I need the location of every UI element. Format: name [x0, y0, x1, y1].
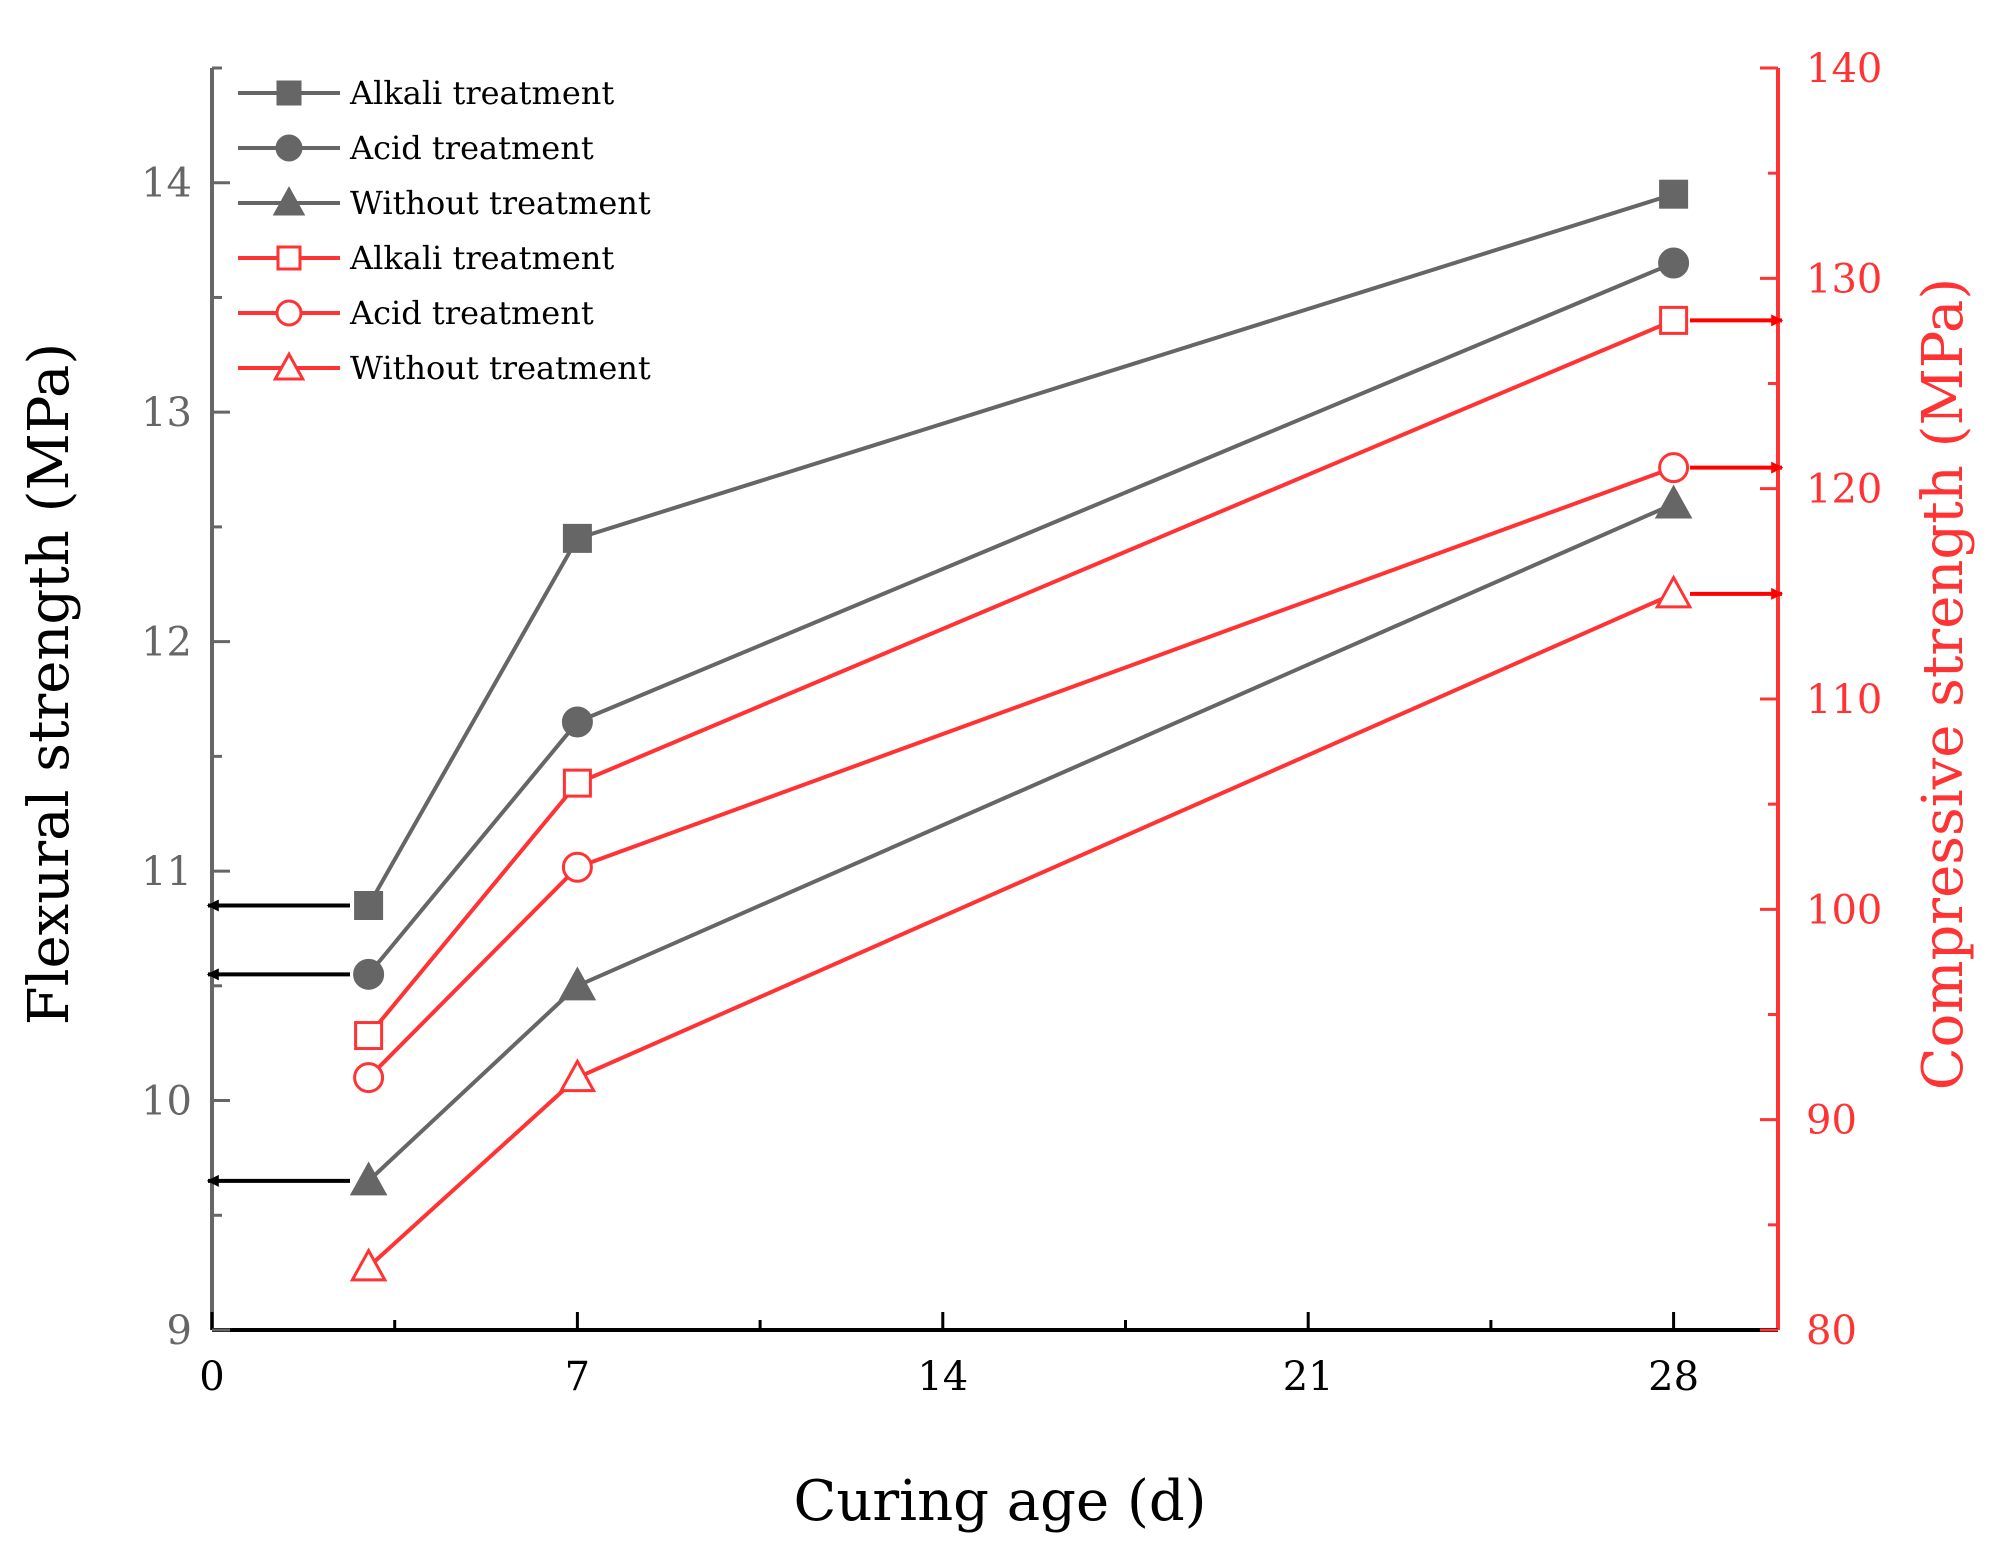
square-marker: [354, 891, 384, 921]
square-marker: [562, 523, 592, 553]
series-line: [367, 592, 1675, 1269]
square-marker: [354, 1021, 384, 1051]
square-marker: [562, 768, 592, 798]
x-tick-label: 14: [917, 1354, 968, 1400]
circle-marker: [1658, 452, 1690, 484]
circle-marker: [561, 706, 593, 738]
right-y-tick-label: 110: [1806, 677, 1882, 723]
right-y-axis-title: Compressive strength (MPa): [1911, 278, 1976, 1090]
legend-entry: Acid treatment: [238, 129, 594, 167]
x-tick-label: 0: [199, 1354, 224, 1400]
legend-label: Without treatment: [350, 184, 651, 222]
left-y-tick-label: 9: [167, 1308, 192, 1354]
square-marker: [276, 80, 302, 106]
series-compressive-3: [354, 305, 1689, 1051]
series-line: [367, 502, 1675, 1183]
legend-label: Acid treatment: [349, 294, 594, 332]
left-y-tick-label: 10: [141, 1079, 192, 1125]
legend-entry: Without treatment: [238, 349, 651, 387]
triangle-marker: [558, 1058, 597, 1093]
right-y-tick-label: 90: [1806, 1098, 1857, 1144]
legend-entry: Alkali treatment: [238, 74, 614, 112]
series-compressive-5: [349, 574, 1693, 1282]
triangle-marker: [1654, 484, 1693, 519]
series-flexural-1: [353, 247, 1690, 990]
right-y-tick-label: 140: [1806, 46, 1882, 92]
triangle-marker: [1654, 574, 1693, 609]
right-y-tick-label: 100: [1806, 887, 1882, 933]
triangle-marker: [349, 1161, 388, 1196]
legend: Alkali treatment Acid treatment Without tr…: [238, 74, 651, 387]
circle-marker: [561, 851, 593, 883]
series-compressive-4: [353, 452, 1690, 1094]
circle-marker: [275, 299, 303, 327]
x-tick-label: 7: [565, 1354, 590, 1400]
legend-entry: Acid treatment: [238, 294, 594, 332]
square-marker: [1659, 179, 1689, 209]
x-tick-label: 28: [1648, 1354, 1699, 1400]
left-y-tick-label: 11: [141, 849, 192, 895]
square-marker: [1659, 305, 1689, 335]
legend-label: Alkali treatment: [349, 239, 614, 277]
x-tick-label: 21: [1283, 1354, 1334, 1400]
triangle-marker: [272, 186, 306, 216]
triangle-marker: [272, 351, 306, 381]
axes: 0 7 14 21 28 9 10 11 12 13 14 80 90 100 110 120 130 140: [141, 46, 1882, 1400]
left-y-tick-label: 12: [141, 620, 192, 666]
right-y-tick-label: 80: [1806, 1308, 1857, 1354]
left-y-tick-label: 14: [141, 161, 192, 207]
circle-marker: [353, 958, 385, 990]
square-marker: [276, 245, 302, 271]
circle-marker: [275, 134, 303, 162]
series-flexural-0: [354, 179, 1689, 921]
circle-marker: [353, 1062, 385, 1094]
triangle-marker: [558, 966, 597, 1001]
legend-label: Without treatment: [350, 349, 651, 387]
left-y-axis-title: Flexural strength (MPa): [17, 343, 82, 1025]
triangle-marker: [349, 1247, 388, 1282]
x-axis-title: Curing age (d): [793, 1469, 1206, 1534]
circle-marker: [1658, 247, 1690, 279]
left-y-tick-label: 13: [141, 390, 192, 436]
series-flexural-2: [349, 484, 1693, 1196]
legend-label: Alkali treatment: [349, 74, 614, 112]
legend-entry: Alkali treatment: [238, 239, 614, 277]
series-line: [367, 318, 1675, 1037]
right-y-tick-label: 130: [1806, 256, 1882, 302]
axis-arrows: [206, 314, 1784, 1187]
legend-label: Acid treatment: [349, 129, 594, 167]
plot-series: [349, 179, 1693, 1282]
legend-entry: Without treatment: [238, 184, 651, 222]
right-y-tick-label: 120: [1806, 467, 1882, 513]
